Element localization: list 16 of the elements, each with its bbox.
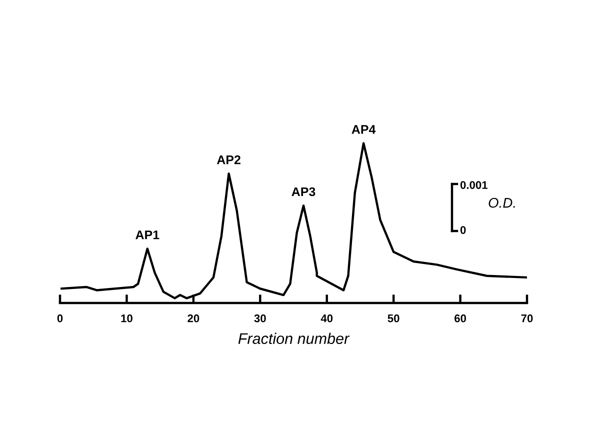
x-tick-label: 50: [388, 314, 400, 322]
annotation: AP4: [352, 125, 376, 134]
annotation: O.D.: [488, 198, 515, 208]
x-tick-label: 30: [254, 314, 266, 322]
x-axis-title: Fraction number: [238, 332, 350, 344]
annotation: 0: [460, 226, 466, 234]
x-tick-label: 70: [521, 314, 533, 322]
annotation: 0.001: [460, 181, 488, 189]
annotation: AP3: [292, 187, 316, 196]
annotation: AP1: [136, 230, 160, 240]
x-tick-label: 0: [57, 314, 63, 322]
annotation: AP2: [216, 155, 240, 164]
x-tick-label: 60: [454, 314, 466, 322]
x-tick-label: 20: [188, 314, 200, 322]
x-tick-label: 10: [121, 314, 132, 322]
x-tick-label: 40: [320, 314, 333, 322]
